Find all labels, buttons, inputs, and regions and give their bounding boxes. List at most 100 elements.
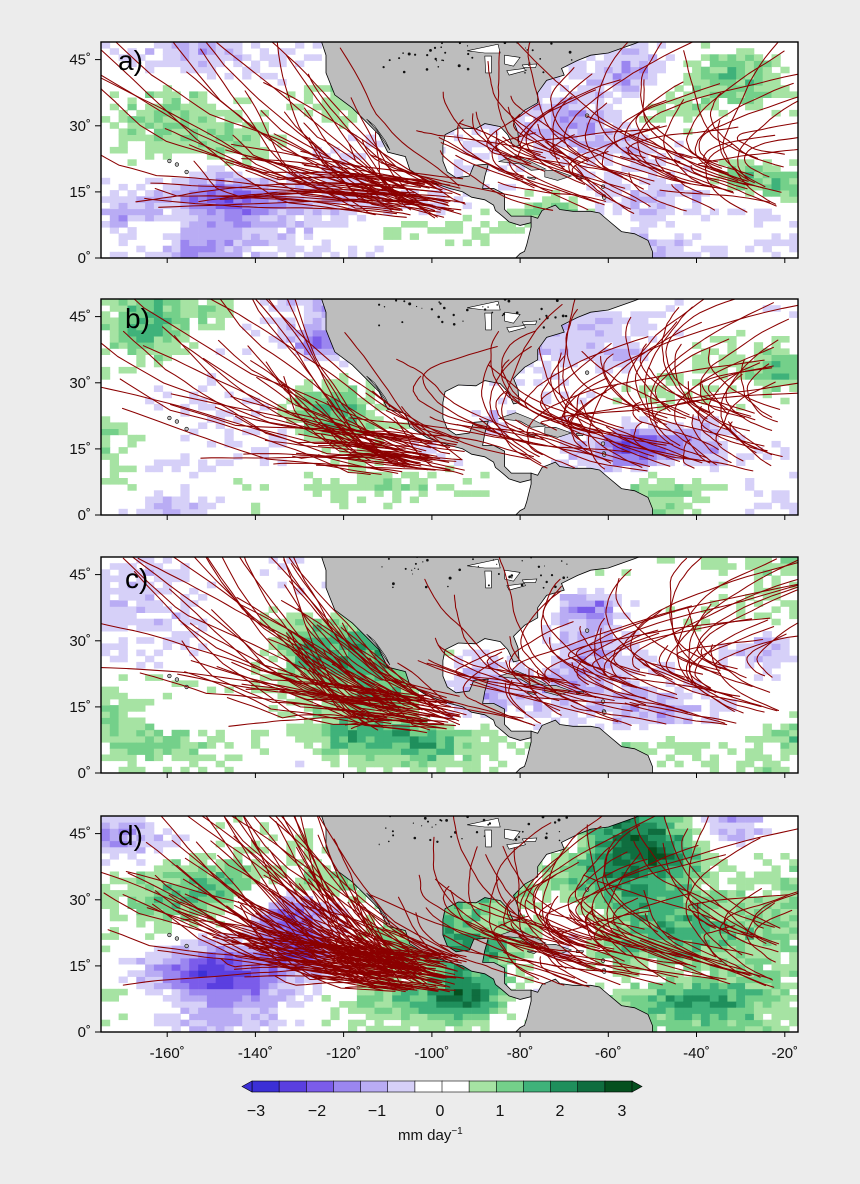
storm-track xyxy=(704,143,748,213)
precip-cell xyxy=(586,631,596,638)
precip-cell xyxy=(436,754,446,762)
precip-cell xyxy=(753,208,764,216)
precip-cell xyxy=(551,692,561,700)
precip-cell xyxy=(145,202,155,210)
precip-cell xyxy=(771,563,781,570)
precip-cell xyxy=(392,736,402,743)
precip-cell xyxy=(665,484,675,491)
precip-cell xyxy=(771,177,781,185)
precip-cell xyxy=(109,846,119,854)
precip-cell xyxy=(321,729,331,737)
precip-cell xyxy=(603,594,614,601)
precip-cell xyxy=(762,85,772,92)
lake-speckle xyxy=(501,314,504,317)
precip-cell xyxy=(109,822,119,829)
precip-cell xyxy=(162,914,172,922)
precip-cell xyxy=(348,742,358,749)
precip-cell xyxy=(259,227,269,234)
precip-cell xyxy=(700,397,711,405)
precip-cell xyxy=(480,122,490,129)
precip-cell xyxy=(101,846,111,854)
storm-track xyxy=(323,706,414,723)
precip-cell xyxy=(700,422,711,429)
panel-frame-c xyxy=(100,556,799,774)
precip-cell xyxy=(109,711,119,718)
precip-cell xyxy=(789,742,798,749)
precip-cell xyxy=(639,329,649,337)
precip-cell xyxy=(568,336,578,343)
precip-cell xyxy=(233,982,243,990)
precip-cell xyxy=(648,459,658,467)
precip-cell xyxy=(383,674,393,681)
precip-cell xyxy=(162,587,172,595)
precip-cell xyxy=(198,251,208,258)
precip-cell xyxy=(736,159,746,166)
precip-cell xyxy=(259,828,269,835)
precip-cell xyxy=(736,97,746,105)
precip-cell xyxy=(206,251,217,258)
precip-cell xyxy=(198,245,208,253)
precip-cell xyxy=(312,397,322,405)
precip-cell xyxy=(224,239,234,247)
precip-cell xyxy=(718,109,728,117)
precip-cell xyxy=(118,649,128,657)
precip-cell xyxy=(251,736,261,743)
precip-cell xyxy=(471,736,481,743)
precip-cell xyxy=(145,908,155,916)
precip-cell xyxy=(118,239,128,247)
precip-cell xyxy=(542,336,552,343)
precip-cell xyxy=(648,66,658,74)
precip-cell xyxy=(771,490,781,497)
precip-cell xyxy=(418,736,428,743)
precip-cell xyxy=(180,914,190,922)
precip-cell xyxy=(277,79,287,86)
precip-cell xyxy=(109,190,119,197)
precip-cell xyxy=(771,85,781,92)
precip-cell xyxy=(374,471,384,479)
precip-cell xyxy=(568,317,578,325)
storm-track xyxy=(515,419,651,468)
small-island xyxy=(184,169,189,175)
precip-cell xyxy=(453,159,464,166)
precip-cell xyxy=(153,569,164,576)
precip-cell xyxy=(700,563,711,570)
precip-cell xyxy=(524,686,534,694)
precip-cell xyxy=(286,416,296,423)
precip-cell xyxy=(471,410,481,417)
precip-cell xyxy=(189,134,199,142)
precip-cell xyxy=(268,865,278,872)
precip-cell xyxy=(189,920,199,928)
precip-cell xyxy=(621,54,631,61)
precip-cell xyxy=(118,834,128,842)
storm-track xyxy=(243,557,392,698)
precip-cell xyxy=(277,988,287,996)
lake-speckle xyxy=(433,46,437,50)
precip-cell xyxy=(215,988,225,996)
precip-cell xyxy=(153,360,164,368)
precip-cell xyxy=(162,336,172,343)
precip-cell xyxy=(145,982,155,990)
precip-cell xyxy=(330,459,340,467)
storm-track xyxy=(635,99,749,182)
lake-speckle xyxy=(422,561,424,563)
storm-track xyxy=(504,390,674,445)
precip-cell xyxy=(321,649,331,657)
precip-cell xyxy=(109,103,119,111)
precip-cell xyxy=(665,496,675,504)
precip-cell xyxy=(118,1013,128,1021)
precip-cell xyxy=(762,729,772,737)
precip-cell xyxy=(551,618,561,626)
precip-cell xyxy=(215,348,225,355)
precip-cell xyxy=(524,698,534,706)
precip-cell xyxy=(303,428,314,436)
precip-cell xyxy=(330,484,340,491)
precip-cell xyxy=(171,637,181,644)
precip-cell xyxy=(189,428,199,436)
precip-cell xyxy=(101,692,111,700)
precip-cell xyxy=(180,1019,190,1027)
precip-cell xyxy=(145,896,155,903)
precip-cell xyxy=(409,766,419,773)
precip-cell xyxy=(630,48,640,55)
small-island xyxy=(174,419,179,424)
storm-track xyxy=(669,557,722,670)
